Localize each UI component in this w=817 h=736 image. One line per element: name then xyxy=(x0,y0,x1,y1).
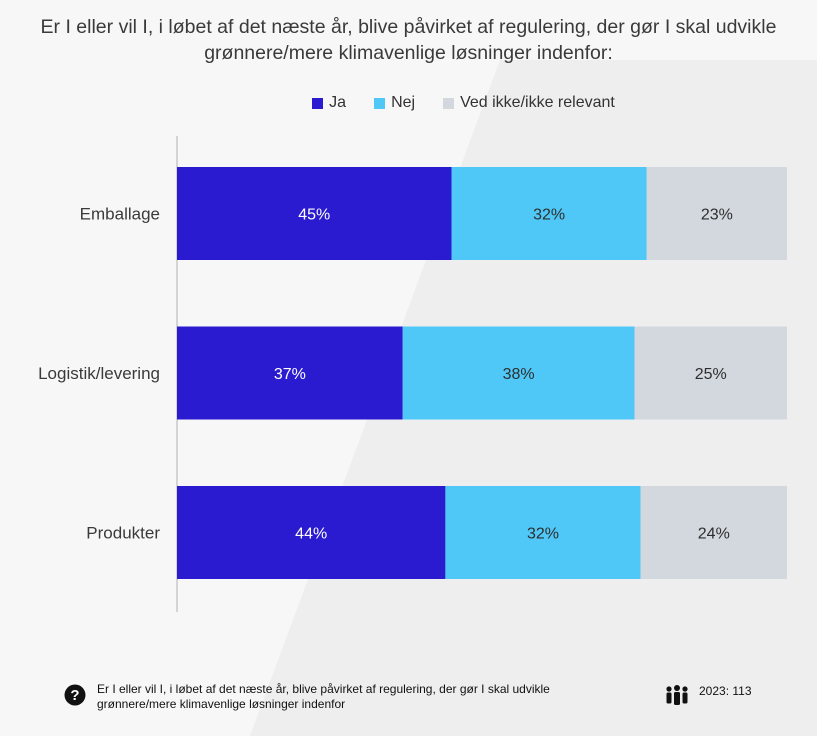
sample-size: 2023: 113 xyxy=(699,684,752,698)
bar-segment xyxy=(177,167,452,260)
legend-item-1: Nej xyxy=(374,93,415,113)
legend-label: Nej xyxy=(391,94,416,111)
legend: Ja Nej Ved ikke/ikke relevant xyxy=(0,93,817,113)
data-label: 24% xyxy=(698,526,730,543)
bar-segment xyxy=(177,486,446,579)
legend-label: Ja xyxy=(329,94,347,111)
data-label: 37% xyxy=(274,366,306,383)
legend-item-0: Ja xyxy=(312,93,346,113)
legend-swatch xyxy=(374,97,386,109)
question-circle-icon: ? xyxy=(64,684,86,706)
legend-item-2: Ved ikke/ikke relevant xyxy=(443,93,615,113)
data-label: 38% xyxy=(503,366,535,383)
footer-question: Er I eller vil I, i løbet af det næste å… xyxy=(97,682,550,711)
svg-text:?: ? xyxy=(70,687,79,704)
people-icon xyxy=(666,685,688,705)
category-label: Emballage xyxy=(80,205,160,224)
data-label: 44% xyxy=(295,526,327,543)
bars-group: Emballage 45% 32% 23% Logistik/levering 37% 38… xyxy=(38,167,787,579)
bar-segment xyxy=(634,326,787,420)
bar-segment xyxy=(451,167,647,260)
legend-label: Ved ikke/ikke relevant xyxy=(460,94,615,111)
data-label: 25% xyxy=(695,366,727,383)
data-label: 23% xyxy=(701,207,733,224)
bar-segment xyxy=(445,486,641,579)
category-label: Produkter xyxy=(86,524,160,543)
data-label: 45% xyxy=(298,207,330,224)
chart-title: Er I eller vil I, i løbet af det næste å… xyxy=(40,16,777,64)
legend-swatch xyxy=(312,97,324,109)
bar-segment xyxy=(177,326,403,420)
bar-segment xyxy=(646,167,787,260)
bar-segment xyxy=(402,326,635,420)
data-label: 32% xyxy=(527,526,559,543)
data-label: 32% xyxy=(533,207,565,224)
category-label: Logistik/levering xyxy=(38,364,160,383)
bar-segment xyxy=(640,486,787,579)
legend-swatch xyxy=(443,97,455,109)
